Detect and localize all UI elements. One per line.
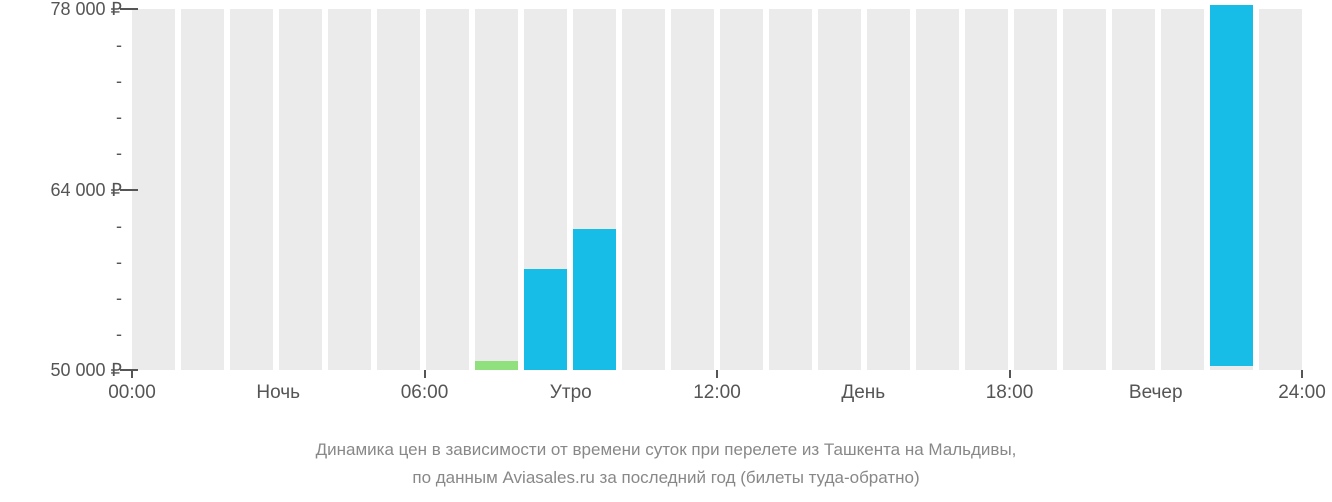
x-axis-segment-label: Вечер: [1129, 382, 1183, 404]
x-axis-segment-label: Утро: [550, 382, 592, 404]
bar-slot: [1112, 9, 1155, 370]
bar-slot: [524, 9, 567, 370]
x-axis-tick: [424, 370, 426, 378]
bar-background: [671, 9, 714, 370]
x-axis-tick: [716, 370, 718, 378]
bar-value: [1210, 5, 1253, 366]
y-axis-minor: -: [116, 108, 132, 126]
bar-background: [1161, 9, 1204, 370]
bar-slot: [916, 9, 959, 370]
y-axis-minor: -: [116, 144, 132, 162]
bar-background: [132, 9, 175, 370]
chart-caption-line1: Динамика цен в зависимости от времени су…: [0, 440, 1332, 460]
bar-background: [230, 9, 273, 370]
bar-background: [328, 9, 371, 370]
bar-background: [426, 9, 469, 370]
bar-background: [475, 9, 518, 370]
x-axis-time-label: 12:00: [693, 382, 741, 404]
bar-slot: [279, 9, 322, 370]
bar-slot: [671, 9, 714, 370]
chart-caption-line2: по данным Aviasales.ru за последний год …: [0, 468, 1332, 488]
y-axis-minor: -: [116, 72, 132, 90]
x-axis-segment-label: День: [841, 382, 885, 404]
bar-value: [573, 229, 616, 370]
bar-slot: [622, 9, 665, 370]
bar-slot: [769, 9, 812, 370]
bar-slot: [1210, 9, 1253, 370]
bar-value: [524, 269, 567, 370]
bar-slot: [818, 9, 861, 370]
x-axis-time-label: 18:00: [986, 382, 1034, 404]
bar-slot: [475, 9, 518, 370]
bar-background: [916, 9, 959, 370]
plot-area: 50 000 ₽64 000 ₽78 000 ₽--------00:0006:…: [132, 9, 1302, 370]
bar-background: [1063, 9, 1106, 370]
y-axis-tick: [120, 369, 138, 371]
bar-background: [1112, 9, 1155, 370]
bar-slot: [1161, 9, 1204, 370]
bar-slot: [377, 9, 420, 370]
price-hour-chart: 50 000 ₽64 000 ₽78 000 ₽--------00:0006:…: [0, 0, 1332, 502]
x-axis-time-label: 06:00: [401, 382, 449, 404]
bar-background: [377, 9, 420, 370]
bar-slot: [426, 9, 469, 370]
bar-background: [720, 9, 763, 370]
bar-slot: [867, 9, 910, 370]
y-axis-tick: [120, 189, 138, 191]
bar-slot: [1014, 9, 1057, 370]
bar-slot: [230, 9, 273, 370]
bar-background: [818, 9, 861, 370]
bar-background: [965, 9, 1008, 370]
x-axis-time-label: 24:00: [1278, 382, 1326, 404]
y-axis-minor: -: [116, 36, 132, 54]
bar-value: [475, 361, 518, 370]
y-axis-minor: -: [116, 253, 132, 271]
bars-container: [132, 9, 1302, 370]
bar-slot: [573, 9, 616, 370]
x-axis-tick: [1301, 370, 1303, 378]
bar-background: [181, 9, 224, 370]
bar-slot: [1063, 9, 1106, 370]
x-axis-time-label: 00:00: [108, 382, 156, 404]
y-axis-minor: -: [116, 217, 132, 235]
bar-background: [279, 9, 322, 370]
bar-background: [1259, 9, 1302, 370]
bar-slot: [1259, 9, 1302, 370]
x-axis-tick: [1009, 370, 1011, 378]
bar-slot: [181, 9, 224, 370]
bar-background: [867, 9, 910, 370]
bar-slot: [328, 9, 371, 370]
y-axis-minor: -: [116, 325, 132, 343]
x-axis-tick: [131, 370, 133, 378]
x-axis-segment-label: Ночь: [256, 382, 300, 404]
y-axis-minor: -: [116, 289, 132, 307]
y-axis-tick: [120, 8, 138, 10]
bar-background: [622, 9, 665, 370]
bar-background: [769, 9, 812, 370]
bar-background: [1014, 9, 1057, 370]
bar-slot: [965, 9, 1008, 370]
bar-slot: [720, 9, 763, 370]
bar-slot: [132, 9, 175, 370]
